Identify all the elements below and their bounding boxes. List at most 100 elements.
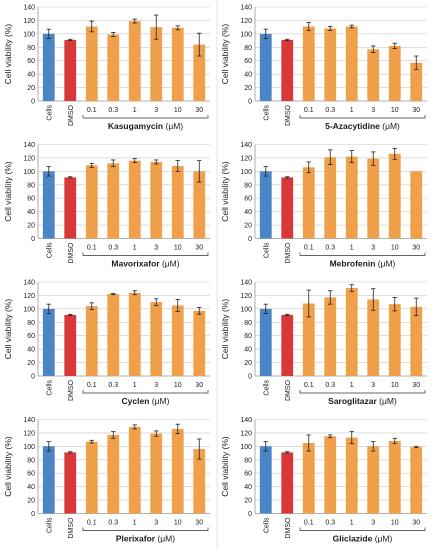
y-tick-label: 120: [23, 155, 35, 162]
bar: [388, 153, 401, 239]
concentration-bracket: [82, 252, 209, 256]
drug-name: Plerixafor: [116, 534, 156, 544]
bar: [324, 436, 337, 514]
drug-unit: (μM): [155, 534, 175, 544]
x-tick-label: 0.1: [87, 520, 97, 527]
y-tick-label: 40: [244, 347, 252, 354]
y-tick-label: 80: [244, 320, 252, 327]
bar: [193, 310, 206, 376]
bar: [64, 39, 77, 101]
y-tick-label: 20: [244, 223, 252, 230]
drug-name: Saroglitazar: [328, 396, 377, 406]
x-tick-label: Cells: [46, 242, 53, 258]
bar: [85, 165, 98, 239]
bar: [171, 428, 184, 514]
y-tick-label: 0: [31, 99, 35, 106]
drug-label: 5-Azacytidine (μM): [325, 121, 400, 131]
bar: [410, 171, 423, 239]
x-tick-label: 10: [391, 382, 399, 389]
drug-unit: (μM): [377, 396, 397, 406]
bar: [128, 160, 141, 239]
x-tick-label: 10: [174, 245, 182, 252]
y-tick-label: 120: [23, 430, 35, 437]
y-tick-label: 140: [240, 280, 252, 287]
drug-label: Saroglitazar (μM): [328, 396, 397, 406]
x-tick-label: 3: [371, 520, 375, 527]
y-tick-label: 0: [31, 374, 35, 381]
x-tick-label: 1: [350, 245, 354, 252]
chart-panel-2: 0 20 40 60 80 100 120 140 Cell viability (%) Cell…: [220, 5, 427, 131]
y-axis-label: Cell viability (%): [3, 24, 13, 85]
concentration-bracket: [299, 527, 426, 531]
y-tick-label: 80: [244, 182, 252, 189]
bar: [302, 443, 315, 514]
x-tick-label: 30: [412, 245, 420, 252]
x-tick-label: Cells: [46, 517, 53, 533]
x-tick-label: 1: [133, 107, 137, 114]
x-tick-label: DMSO: [285, 242, 292, 264]
drug-label: Kasugamycin (μM): [108, 121, 183, 131]
x-tick-label: 30: [412, 107, 420, 114]
bar: [171, 165, 184, 239]
y-axis-label: Cell viability (%): [220, 436, 230, 497]
bar: [42, 446, 55, 514]
y-tick-label: 60: [27, 58, 35, 65]
y-tick-label: 120: [240, 430, 252, 437]
x-tick-label: 10: [174, 520, 182, 527]
bar: [193, 44, 206, 101]
y-tick-label: 60: [27, 196, 35, 203]
y-tick-label: 120: [240, 293, 252, 300]
x-tick-label: 30: [195, 382, 203, 389]
x-tick-label: 0.1: [304, 520, 314, 527]
concentration-bracket: [299, 115, 426, 119]
bar: [107, 163, 120, 239]
drug-unit: (μM): [372, 534, 392, 544]
bar: [410, 306, 423, 376]
bar: [128, 21, 141, 102]
x-tick-label: 0.3: [108, 107, 118, 114]
y-tick-label: 20: [27, 498, 35, 505]
x-tick-label: 0.1: [87, 382, 97, 389]
y-tick-label: 40: [244, 72, 252, 79]
bar: [281, 452, 294, 514]
drug-unit: (μM): [160, 259, 180, 269]
bar: [150, 302, 163, 376]
chart-panel-5: 0 20 40 60 80 100 120 140 Cell viability (%) Cell…: [3, 280, 210, 406]
y-tick-label: 40: [244, 484, 252, 491]
chart-panel-4: 0 20 40 60 80 100 120 140 Cell viability (%) Cell…: [220, 142, 427, 269]
bar: [42, 171, 55, 239]
bar: [85, 306, 98, 376]
concentration-bracket: [82, 390, 209, 394]
x-tick-label: 0.3: [325, 520, 335, 527]
x-tick-label: Cells: [263, 105, 270, 121]
x-tick-label: 3: [154, 520, 158, 527]
y-tick-label: 20: [244, 85, 252, 92]
x-tick-label: DMSO: [68, 517, 75, 539]
bar: [345, 288, 358, 376]
concentration-bracket: [299, 390, 426, 394]
bar: [85, 26, 98, 101]
y-tick-label: 0: [248, 99, 252, 106]
drug-unit: (μM): [149, 396, 169, 406]
chart-panel-8: 0 20 40 60 80 100 120 140 Cell viability (%) Cell…: [220, 417, 427, 544]
x-tick-label: 30: [195, 107, 203, 114]
bar: [410, 447, 423, 514]
bar: [367, 446, 380, 514]
x-tick-label: 3: [371, 107, 375, 114]
x-tick-label: 1: [133, 520, 137, 527]
x-tick-label: 3: [371, 245, 375, 252]
bar: [281, 39, 294, 101]
drug-label: Plerixafor (μM): [116, 534, 175, 544]
y-axis-label: Cell viability (%): [3, 161, 13, 222]
bar: [107, 34, 120, 101]
y-tick-label: 20: [27, 85, 35, 92]
y-tick-label: 60: [27, 471, 35, 478]
x-tick-label: 0.1: [304, 107, 314, 114]
y-tick-label: 100: [23, 169, 35, 176]
x-tick-label: 0.1: [87, 107, 97, 114]
x-tick-label: DMSO: [285, 104, 292, 126]
bar: [171, 305, 184, 376]
y-tick-label: 140: [23, 280, 35, 287]
x-tick-label: 1: [350, 107, 354, 114]
